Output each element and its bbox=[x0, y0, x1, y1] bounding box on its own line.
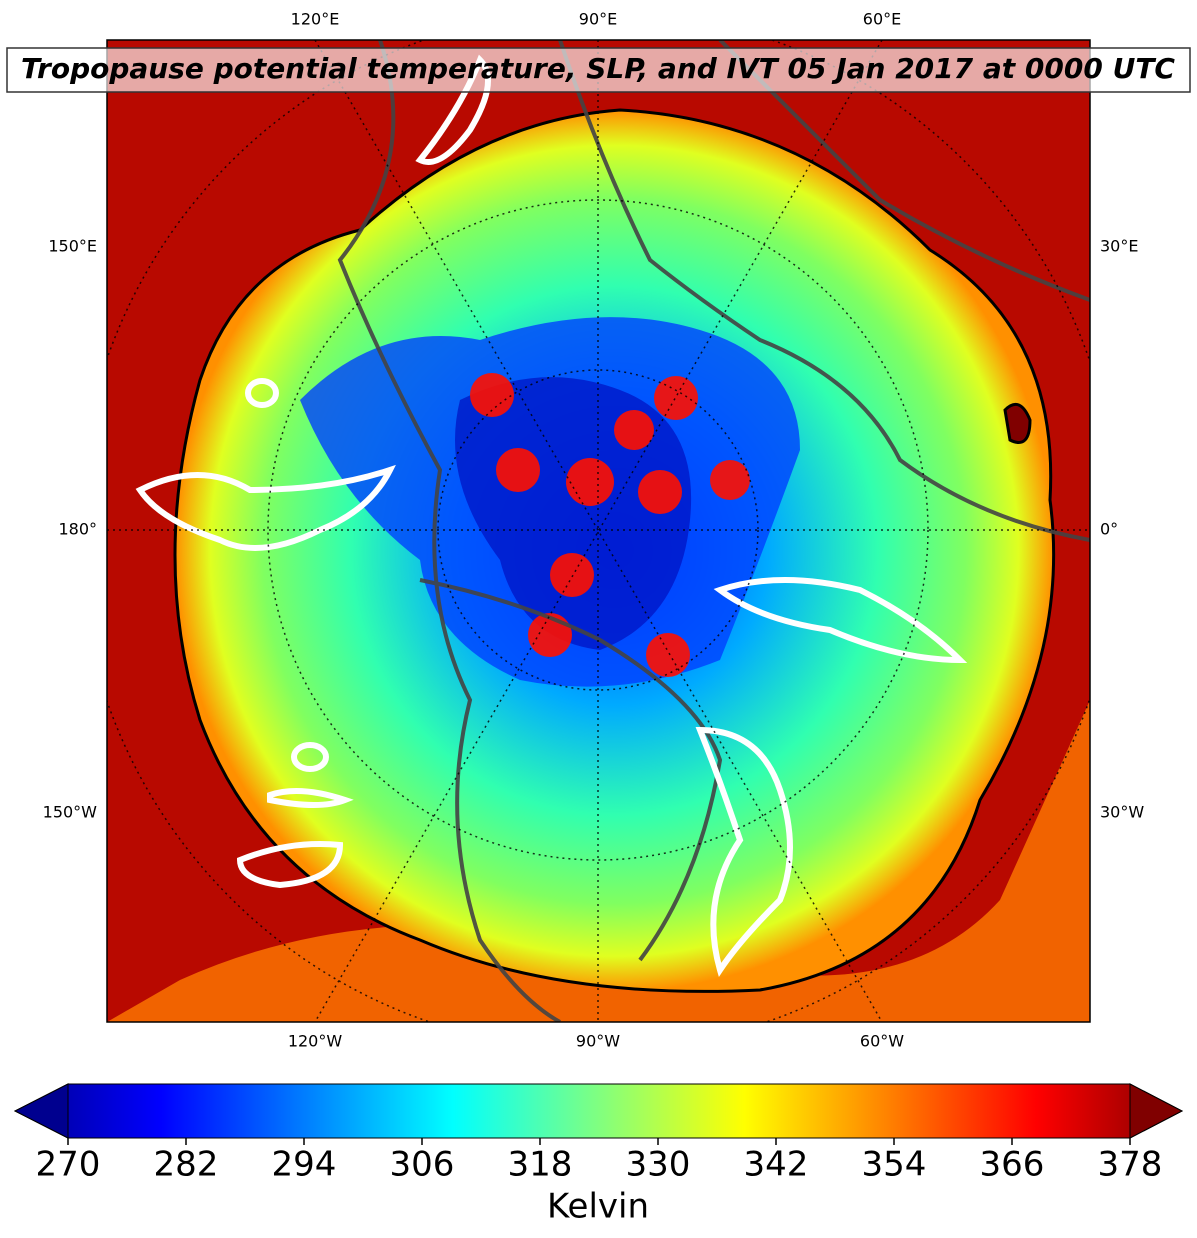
lon-label: 150°W bbox=[43, 803, 98, 822]
colorbar bbox=[13, 1083, 1184, 1139]
colorbar-tick-label: 342 bbox=[744, 1145, 809, 1185]
map-frame bbox=[106, 39, 1091, 1023]
colorbar-tick-label: 270 bbox=[36, 1145, 101, 1185]
colorbar-tick-label: 366 bbox=[980, 1145, 1045, 1185]
lon-label: 0° bbox=[1100, 520, 1118, 539]
colorbar-tick-label: 306 bbox=[390, 1145, 455, 1185]
lon-label: 60°E bbox=[863, 10, 901, 29]
title-box bbox=[6, 47, 1191, 93]
colorbar-tick-label: 282 bbox=[154, 1145, 219, 1185]
lon-label: 90°E bbox=[579, 10, 617, 29]
map bbox=[107, 40, 1090, 1022]
colorbar-tick-label: 330 bbox=[626, 1145, 691, 1185]
colorbar-tick-label: 378 bbox=[1098, 1145, 1163, 1185]
colorbar-tick-label: 354 bbox=[862, 1145, 927, 1185]
colorbar-tick-label: 294 bbox=[272, 1145, 337, 1185]
colorbar-tick-label: 318 bbox=[508, 1145, 573, 1185]
title: Tropopause potential temperature, SLP, a… bbox=[21, 52, 1175, 85]
lon-label: 150°E bbox=[48, 237, 97, 256]
lon-label: 60°W bbox=[860, 1032, 904, 1051]
lon-label: 30°E bbox=[1100, 237, 1138, 256]
lon-label: 120°E bbox=[291, 10, 340, 29]
lon-label: 180° bbox=[58, 520, 97, 539]
lon-label: 120°W bbox=[288, 1032, 343, 1051]
colorbar-label: Kelvin bbox=[547, 1187, 649, 1227]
lon-label: 90°W bbox=[576, 1032, 620, 1051]
lon-label: 30°W bbox=[1100, 803, 1144, 822]
